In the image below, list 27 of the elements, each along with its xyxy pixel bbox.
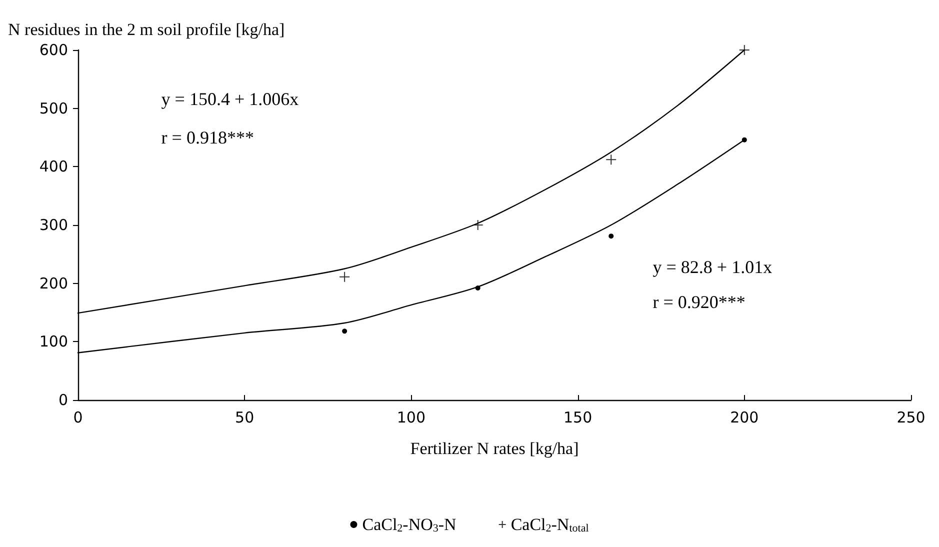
point [472,220,484,230]
annotation: r = 0.920*** [652,292,746,312]
point [738,44,750,56]
annotation: r = 0.918*** [161,128,254,148]
x-tick-label: 0 [73,408,83,426]
annotation: y = 150.4 + 1.006x [161,89,299,109]
point [339,271,350,282]
point [606,154,617,166]
y-tick-label: 200 [39,274,68,292]
x-tick-label: 50 [235,408,254,426]
y-tick-label: 0 [58,391,68,409]
x-tick-label: 100 [396,408,426,426]
point [742,137,747,142]
point [608,234,614,239]
annotation: y = 82.8 + 1.01x [652,257,772,277]
y-tick-label: 400 [39,158,68,176]
point [342,328,348,334]
x-tick-label: 250 [896,408,926,426]
y-tick-label: 600 [39,41,68,59]
y-tick-label: 500 [39,99,68,118]
y-tick-label: 300 [39,216,68,234]
y-tick-label: 100 [39,332,68,351]
x-tick-label: 150 [563,408,592,426]
x-axis-title: Fertilizer N rates [kg/ha] [410,439,579,458]
x-tick-label: 200 [730,408,759,426]
y-axis-title: N residues in the 2 m soil profile [kg/ha] [8,20,285,39]
point [475,286,480,290]
